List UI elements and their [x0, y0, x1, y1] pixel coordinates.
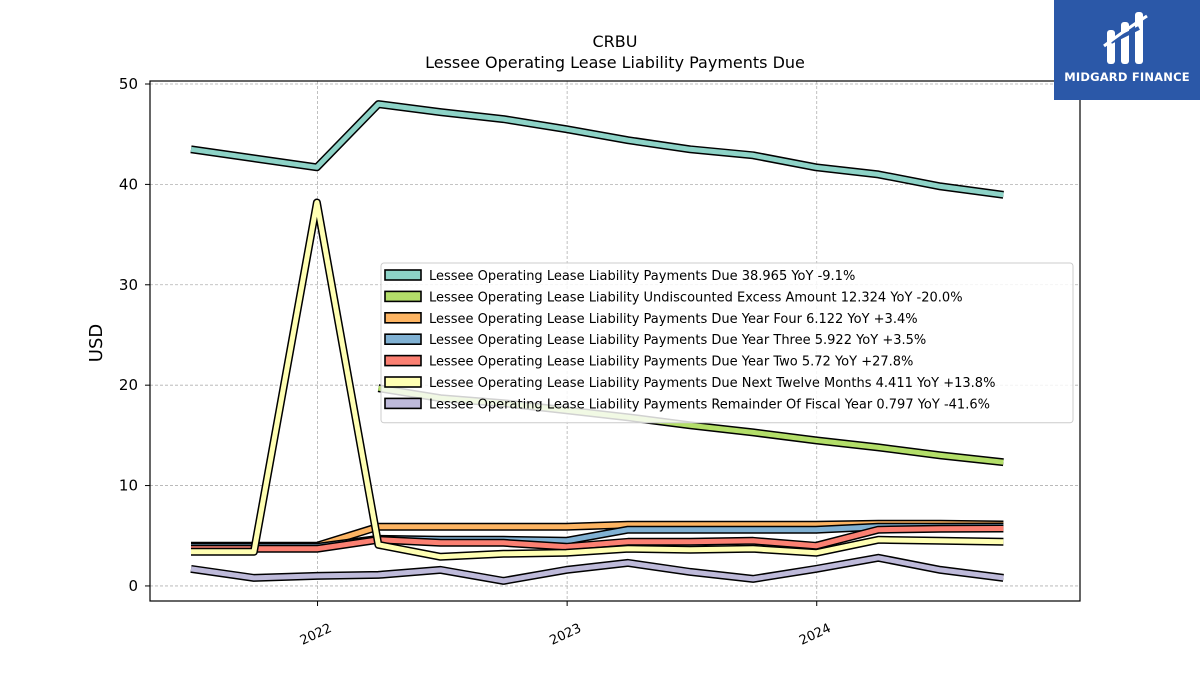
legend-label: Lessee Operating Lease Liability Payment…: [429, 355, 913, 370]
legend-swatch: [384, 311, 422, 324]
x-tick-label: 2024: [797, 621, 833, 649]
y-tick-label: 0: [128, 577, 138, 595]
y-tick-label: 40: [119, 175, 138, 193]
series-outline-0: [190, 100, 1004, 199]
series-line-0: [190, 101, 1004, 198]
logo-text: MIDGARD FINANCE: [1064, 70, 1190, 84]
legend-box: [380, 262, 1074, 424]
legend-swatch: [384, 290, 422, 303]
legend-swatch: [384, 354, 422, 367]
logo-mark-icon: [1103, 12, 1148, 64]
brand-logo: MIDGARD FINANCE: [1054, 0, 1200, 100]
y-tick-label: 50: [119, 75, 138, 93]
plot-frame: [149, 80, 1081, 602]
legend-label: Lessee Operating Lease Liability Payment…: [429, 397, 990, 412]
legend-swatch: [384, 333, 422, 346]
legend: Lessee Operating Lease Liability Payment…: [380, 262, 1074, 424]
legend-swatch: [384, 269, 422, 281]
legend-swatch: [384, 376, 422, 388]
legend-label: Lessee Operating Lease Liability Payment…: [429, 333, 926, 348]
series-line-6: [190, 555, 1004, 584]
x-tick-label: 2023: [547, 621, 583, 649]
chart-title: CRBU: [593, 32, 638, 51]
series-line-4: [191, 526, 1004, 552]
legend-label: Lessee Operating Lease Liability Payment…: [429, 376, 995, 391]
x-tick-label: 2022: [298, 621, 334, 649]
y-axis-label: USD: [86, 324, 107, 362]
legend-swatch: [384, 397, 422, 410]
y-tick-label: 10: [119, 477, 138, 495]
chart-subtitle: Lessee Operating Lease Liability Payment…: [425, 53, 805, 72]
y-tick-label: 30: [119, 276, 138, 294]
series-line-5: [191, 200, 1004, 560]
legend-label: Lessee Operating Lease Liability Payment…: [429, 312, 918, 327]
legend-label: Lessee Operating Lease Liability Undisco…: [429, 290, 963, 305]
y-tick-label: 20: [119, 376, 138, 394]
legend-label: Lessee Operating Lease Liability Payment…: [429, 269, 855, 284]
